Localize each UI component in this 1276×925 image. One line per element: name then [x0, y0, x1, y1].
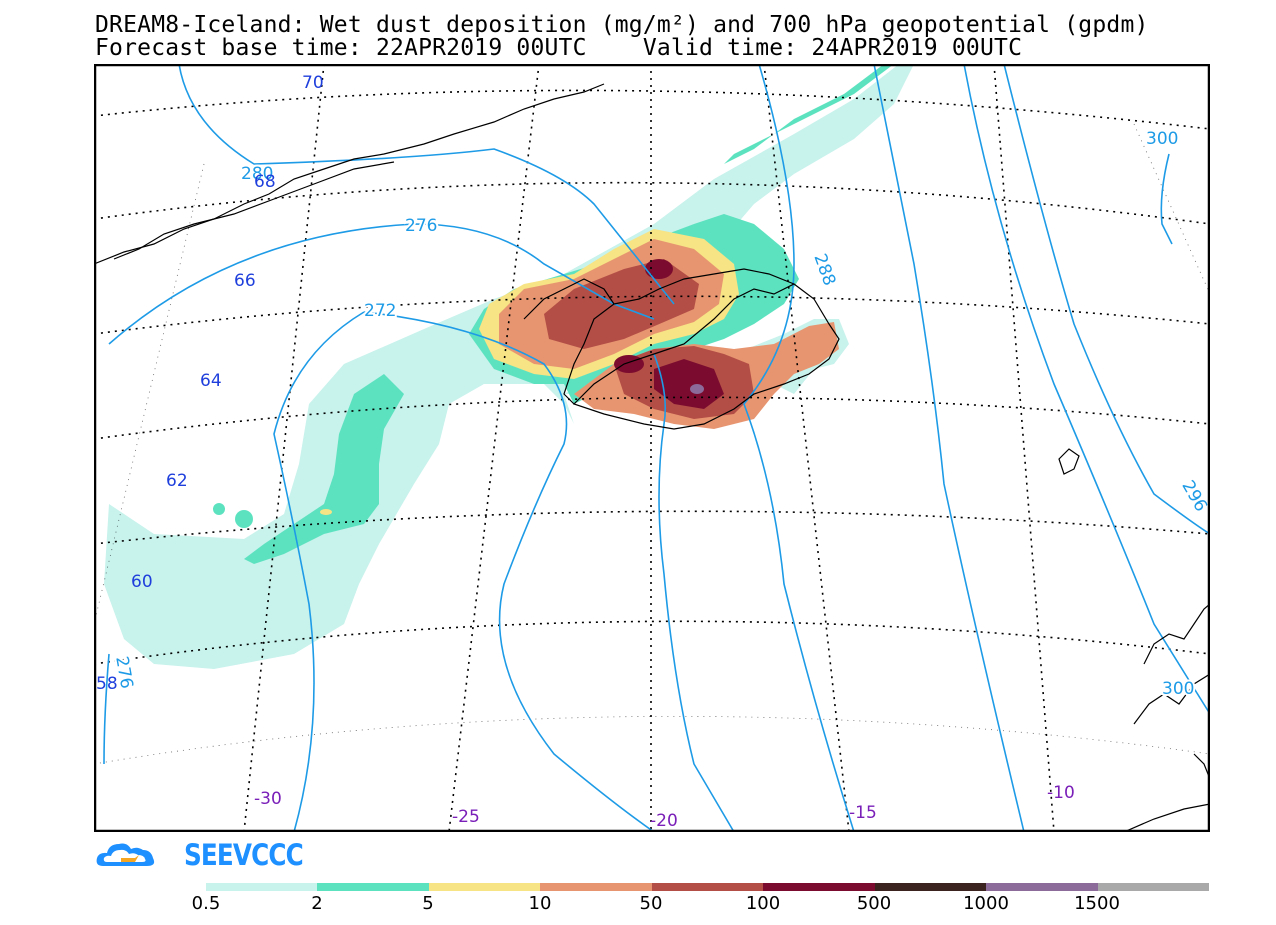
seevccc-cloud-icon: [96, 843, 155, 866]
forecast-map: 280 276 272 288 296 300 276 300 70 68 66…: [94, 64, 1210, 832]
latitude-label: 62: [166, 471, 188, 491]
contour-line: [873, 64, 1025, 832]
colorbar-swatch: [540, 883, 652, 891]
colorbar-swatch: [874, 883, 987, 891]
dust-spot-2: [235, 510, 253, 528]
colorbar-label: 10: [528, 893, 552, 914]
meridian-line: [993, 64, 1055, 832]
colorbar-swatch: [1097, 883, 1209, 891]
scotland-coast-south: [1133, 673, 1210, 725]
map-title: DREAM8-Iceland: Wet dust deposition (mg/…: [95, 12, 1149, 38]
colorbar-swatch: [428, 883, 541, 891]
colorbar-swatch: [651, 883, 764, 891]
meridian-line: [243, 64, 325, 832]
longitude-label: -10: [1047, 783, 1075, 803]
dust-band-100: [645, 259, 673, 279]
contour-line: [653, 353, 735, 832]
longitude-label: -20: [650, 811, 678, 831]
scotland-coast: [1143, 603, 1210, 665]
dust-spot-5: [320, 509, 332, 515]
seevccc-logo-text: SEEVCCC: [184, 838, 304, 872]
faroe-islands: [1058, 448, 1080, 475]
colorbar-label: 2: [311, 893, 323, 914]
colorbar-label: 5: [422, 893, 434, 914]
colorbar-label: 500: [856, 893, 892, 914]
greenland-coast: [94, 83, 605, 265]
contour-line: [108, 223, 655, 345]
dust-band-2: [724, 64, 894, 164]
colorbar-swatch: [763, 883, 875, 891]
latitude-label: 66: [234, 271, 256, 291]
contour-label: 276: [405, 216, 437, 236]
contour-line: [178, 64, 675, 305]
dust-band-100-b: [614, 355, 644, 373]
dust-band-2-c: [244, 374, 404, 564]
colorbar-swatch: [206, 883, 318, 891]
geopotential-contours: [103, 64, 1210, 832]
greenland-coast-inner: [113, 161, 395, 260]
latitude-label: 60: [131, 572, 153, 592]
meridian-line: [94, 163, 205, 625]
map-subtitle-times: Forecast base time: 22APR2019 00UTC Vali…: [95, 35, 1023, 61]
colorbar-swatch: [986, 883, 1098, 891]
contour-line: [103, 653, 110, 765]
latitude-label: 68: [254, 172, 276, 192]
colorbar-label: 100: [745, 893, 781, 914]
contour-line: [743, 64, 855, 832]
colorbar-label: 1000: [963, 893, 1009, 914]
norway-coast: [1123, 803, 1210, 832]
contour-label: 280: [241, 164, 273, 184]
meridian-line: [763, 64, 850, 832]
latitude-label: 64: [200, 371, 222, 391]
longitude-label: -25: [452, 807, 480, 827]
iceland-coast-north: [613, 268, 795, 305]
meridian-line: [448, 64, 540, 832]
colorbar-label: 50: [639, 893, 663, 914]
colorbar-label: 1500: [1074, 893, 1120, 914]
contour-label: 300: [1162, 679, 1194, 699]
contour-line: [363, 311, 655, 832]
latitude-label: 58: [96, 674, 118, 694]
latitude-label: 70: [302, 73, 324, 93]
contour-label: 272: [364, 301, 396, 321]
graticule-minor: [94, 123, 1210, 765]
colorbar-swatch: [317, 883, 429, 891]
contour-line: [1160, 153, 1173, 245]
graticule: [94, 64, 1210, 832]
iceland-coast: [572, 283, 840, 430]
contour-line: [273, 311, 365, 832]
dust-band-50: [544, 259, 699, 349]
parallel-line: [94, 89, 1210, 130]
map-frame: [94, 64, 1210, 832]
colorbar-label: 0.5: [191, 893, 221, 914]
contour-line: [963, 64, 1210, 715]
coastlines: [94, 83, 1210, 832]
dust-deposition-field: [104, 64, 914, 669]
longitude-label: -15: [849, 803, 877, 823]
colorbar: [206, 883, 1209, 891]
dust-band-100-c: [654, 359, 724, 409]
dust-band-1000: [690, 384, 704, 394]
contour-line: [1003, 64, 1210, 535]
dust-spot-2-b: [213, 503, 225, 515]
longitude-label: -30: [254, 789, 282, 809]
contour-label: 300: [1146, 129, 1178, 149]
